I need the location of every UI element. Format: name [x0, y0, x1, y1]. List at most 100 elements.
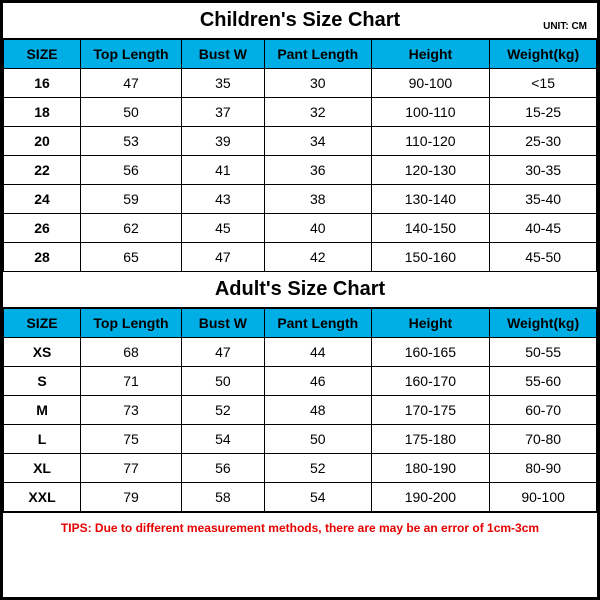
table-cell: 45-50 [490, 243, 597, 272]
children-title: Children's Size Chart [200, 9, 400, 31]
col-top-length: Top Length [81, 309, 182, 338]
table-row: XXL795854190-20090-100 [4, 483, 597, 512]
table-row: 22564136120-13030-35 [4, 156, 597, 185]
table-cell: 22 [4, 156, 81, 185]
table-cell: 55-60 [490, 367, 597, 396]
table-cell: 46 [264, 367, 371, 396]
table-cell: 50 [81, 98, 182, 127]
table-row: 20533934110-12025-30 [4, 127, 597, 156]
col-height: Height [371, 40, 490, 69]
col-weight: Weight(kg) [490, 309, 597, 338]
table-row: 26624540140-15040-45 [4, 214, 597, 243]
table-cell: 18 [4, 98, 81, 127]
children-header-row: SIZE Top Length Bust W Pant Length Heigh… [4, 40, 597, 69]
table-cell: 71 [81, 367, 182, 396]
col-pant-length: Pant Length [264, 309, 371, 338]
table-cell: 73 [81, 396, 182, 425]
unit-label: UNIT: CM [543, 21, 587, 32]
adult-table: SIZE Top Length Bust W Pant Length Heigh… [3, 308, 597, 512]
table-cell: 140-150 [371, 214, 490, 243]
table-cell: 50-55 [490, 338, 597, 367]
table-cell: 160-170 [371, 367, 490, 396]
col-bust-w: Bust W [181, 309, 264, 338]
table-cell: 65 [81, 243, 182, 272]
table-cell: 30-35 [490, 156, 597, 185]
table-row: 24594338130-14035-40 [4, 185, 597, 214]
table-cell: 26 [4, 214, 81, 243]
table-cell: 58 [181, 483, 264, 512]
table-cell: 47 [81, 69, 182, 98]
table-cell: 56 [181, 454, 264, 483]
table-cell: M [4, 396, 81, 425]
table-cell: 70-80 [490, 425, 597, 454]
col-size: SIZE [4, 40, 81, 69]
table-cell: 110-120 [371, 127, 490, 156]
table-cell: 90-100 [371, 69, 490, 98]
table-cell: XS [4, 338, 81, 367]
col-top-length: Top Length [81, 40, 182, 69]
table-cell: 38 [264, 185, 371, 214]
table-cell: 120-130 [371, 156, 490, 185]
table-cell: 40-45 [490, 214, 597, 243]
table-cell: 52 [264, 454, 371, 483]
table-cell: 68 [81, 338, 182, 367]
table-cell: XXL [4, 483, 81, 512]
table-cell: 15-25 [490, 98, 597, 127]
table-cell: 20 [4, 127, 81, 156]
table-cell: 30 [264, 69, 371, 98]
table-cell: 47 [181, 338, 264, 367]
table-row: 1647353090-100<15 [4, 69, 597, 98]
table-row: 28654742150-16045-50 [4, 243, 597, 272]
table-cell: 32 [264, 98, 371, 127]
col-size: SIZE [4, 309, 81, 338]
table-row: L755450175-18070-80 [4, 425, 597, 454]
table-cell: 43 [181, 185, 264, 214]
table-cell: S [4, 367, 81, 396]
table-cell: 34 [264, 127, 371, 156]
table-cell: XL [4, 454, 81, 483]
table-cell: 41 [181, 156, 264, 185]
adult-title: Adult's Size Chart [215, 278, 385, 300]
table-cell: 37 [181, 98, 264, 127]
table-row: XS684744160-16550-55 [4, 338, 597, 367]
table-cell: 47 [181, 243, 264, 272]
table-cell: 59 [81, 185, 182, 214]
table-cell: 100-110 [371, 98, 490, 127]
table-cell: 52 [181, 396, 264, 425]
table-cell: 130-140 [371, 185, 490, 214]
children-table: SIZE Top Length Bust W Pant Length Heigh… [3, 39, 597, 272]
table-cell: 16 [4, 69, 81, 98]
table-cell: L [4, 425, 81, 454]
table-cell: 24 [4, 185, 81, 214]
table-cell: 54 [181, 425, 264, 454]
table-cell: 25-30 [490, 127, 597, 156]
table-cell: 170-175 [371, 396, 490, 425]
table-row: 18503732100-11015-25 [4, 98, 597, 127]
table-cell: 53 [81, 127, 182, 156]
table-cell: 175-180 [371, 425, 490, 454]
col-bust-w: Bust W [181, 40, 264, 69]
col-weight: Weight(kg) [490, 40, 597, 69]
table-cell: 190-200 [371, 483, 490, 512]
table-cell: 60-70 [490, 396, 597, 425]
table-cell: 77 [81, 454, 182, 483]
table-cell: 150-160 [371, 243, 490, 272]
table-cell: 45 [181, 214, 264, 243]
table-cell: 40 [264, 214, 371, 243]
children-title-row: Children's Size Chart UNIT: CM [3, 3, 597, 39]
table-cell: 35-40 [490, 185, 597, 214]
table-cell: 180-190 [371, 454, 490, 483]
table-cell: 36 [264, 156, 371, 185]
col-pant-length: Pant Length [264, 40, 371, 69]
table-cell: 50 [181, 367, 264, 396]
tips-note: TIPS: Due to different measurement metho… [3, 512, 597, 543]
table-cell: 56 [81, 156, 182, 185]
table-row: S715046160-17055-60 [4, 367, 597, 396]
table-cell: 90-100 [490, 483, 597, 512]
size-chart-container: Children's Size Chart UNIT: CM SIZE Top … [0, 0, 600, 600]
table-cell: 79 [81, 483, 182, 512]
table-row: M735248170-17560-70 [4, 396, 597, 425]
table-cell: 28 [4, 243, 81, 272]
table-cell: 160-165 [371, 338, 490, 367]
col-height: Height [371, 309, 490, 338]
